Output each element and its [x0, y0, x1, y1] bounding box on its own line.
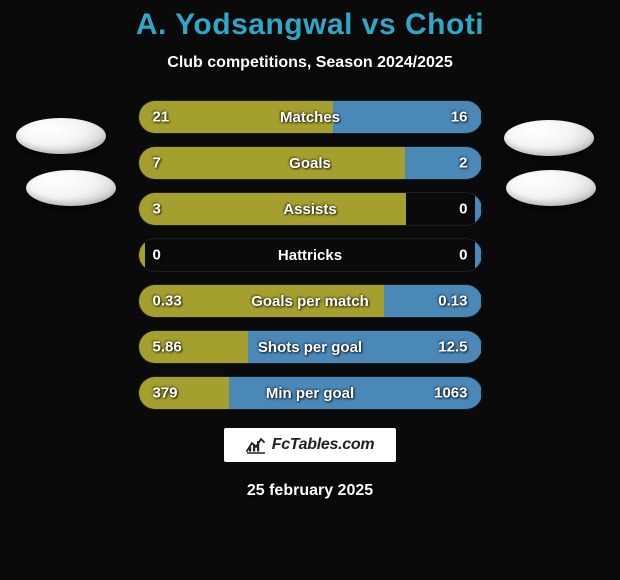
brand-card[interactable]: FcTables.com: [224, 428, 397, 462]
bar-right: [333, 101, 481, 133]
bar-left: [139, 331, 248, 363]
stat-row: Hattricks00: [138, 238, 483, 272]
stat-row: Matches2116: [138, 100, 483, 134]
bar-left: [139, 377, 229, 409]
decorative-ellipse: [506, 170, 596, 206]
chart-icon: [246, 436, 266, 454]
page-title: A. Yodsangwal vs Choti: [136, 8, 484, 42]
bar-right: [248, 331, 482, 363]
brand-label: FcTables.com: [272, 436, 375, 454]
date-label: 25 february 2025: [247, 482, 373, 500]
bar-gap: [145, 239, 474, 271]
decorative-ellipse: [504, 120, 594, 156]
stat-row: Goals per match0.330.13: [138, 284, 483, 318]
stat-row: Goals72: [138, 146, 483, 180]
bar-right: [475, 239, 482, 271]
bar-track: [139, 193, 482, 225]
bar-left: [139, 101, 334, 133]
bar-track: [139, 331, 482, 363]
comparison-card: A. Yodsangwal vs Choti Club competitions…: [0, 0, 620, 580]
stat-row: Shots per goal5.8612.5: [138, 330, 483, 364]
bar-track: [139, 101, 482, 133]
decorative-ellipse: [26, 170, 116, 206]
bar-right: [384, 285, 481, 317]
stat-row: Assists30: [138, 192, 483, 226]
stat-row: Min per goal3791063: [138, 376, 483, 410]
bar-track: [139, 285, 482, 317]
bar-track: [139, 239, 482, 271]
bar-left: [139, 285, 385, 317]
decorative-ellipse: [16, 118, 106, 154]
subtitle: Club competitions, Season 2024/2025: [167, 54, 452, 72]
bar-left: [139, 147, 406, 179]
bar-right: [405, 147, 481, 179]
bar-left: [139, 193, 407, 225]
bar-track: [139, 377, 482, 409]
bar-right: [229, 377, 482, 409]
bar-gap: [406, 193, 475, 225]
bar-track: [139, 147, 482, 179]
bar-left: [139, 239, 146, 271]
bar-right: [475, 193, 482, 225]
